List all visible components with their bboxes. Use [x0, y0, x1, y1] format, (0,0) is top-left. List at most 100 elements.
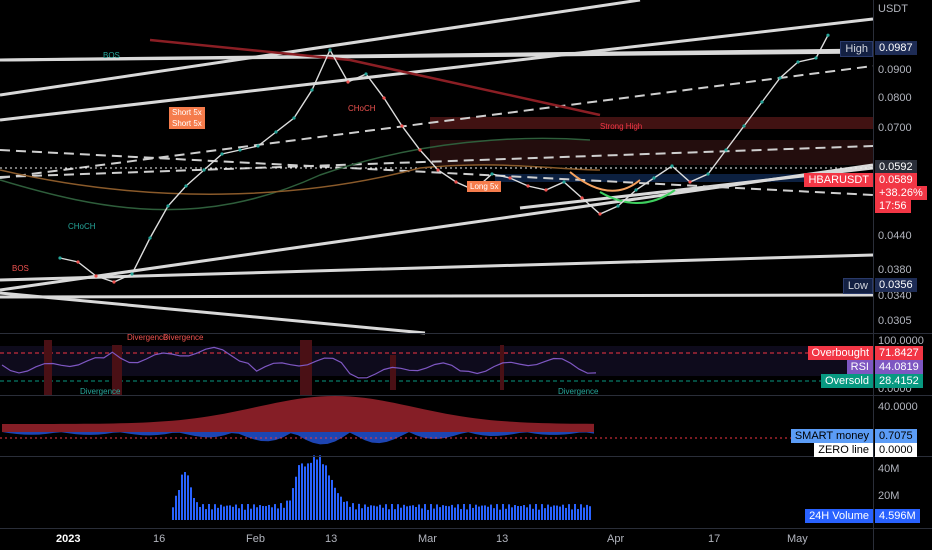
- volume-bar: [424, 504, 426, 520]
- axis-tick: 0.0800: [878, 92, 912, 104]
- time-tick: Feb: [246, 533, 265, 545]
- smart-money-value: 0.7075: [875, 429, 917, 443]
- volume-bar: [583, 507, 585, 520]
- oversold-label: Oversold: [820, 374, 873, 388]
- smart-money-area: [2, 396, 594, 432]
- price-point: [814, 56, 818, 60]
- volume-bar: [457, 504, 459, 520]
- volume-bar: [463, 504, 465, 520]
- volume-bar: [505, 508, 507, 520]
- choch-label: CHoCH: [348, 104, 376, 113]
- volume-bar: [208, 504, 210, 520]
- pane-divider[interactable]: [0, 456, 932, 457]
- volume-bar: [325, 465, 327, 520]
- pane-divider[interactable]: [0, 333, 932, 334]
- volume-bar: [400, 507, 402, 520]
- volume-bar: [541, 504, 543, 520]
- volume-bar: [493, 508, 495, 520]
- price-point: [688, 180, 692, 184]
- moving-average-line: [0, 164, 601, 195]
- dashed-trend-line: [0, 149, 874, 196]
- volume-bar: [550, 506, 552, 520]
- trend-line: [0, 0, 641, 97]
- volume-bar: [436, 504, 438, 520]
- dashed-trend-line: [0, 145, 874, 178]
- rounding-bottom-arc: [599, 189, 676, 204]
- price-point: [580, 196, 584, 200]
- price-point: [130, 272, 134, 276]
- time-tick: May: [787, 533, 808, 545]
- volume-bar: [565, 507, 567, 520]
- price-point: [634, 188, 638, 192]
- volume-bar: [250, 508, 252, 520]
- price-point: [274, 130, 278, 134]
- price-point: [778, 76, 782, 80]
- volume-bar: [367, 506, 369, 520]
- volume-axis-tick: 40M: [878, 463, 900, 475]
- price-point: [724, 148, 728, 152]
- time-tick: 13: [496, 533, 509, 545]
- low-value: 0.0356: [875, 278, 917, 292]
- volume-bar: [304, 466, 306, 520]
- volume-label: 24H Volume: [805, 509, 873, 523]
- volume-bar: [184, 472, 186, 520]
- price-axis[interactable]: [873, 0, 932, 550]
- price-point: [742, 124, 746, 128]
- axis-tick: 0.0900: [878, 64, 912, 76]
- price-pane: [0, 0, 874, 335]
- volume-bar: [418, 504, 420, 520]
- price-point: [490, 172, 494, 176]
- volume-bar: [514, 505, 516, 520]
- volume-bar: [508, 504, 510, 520]
- pane-divider[interactable]: [0, 395, 932, 396]
- divergence-label: Divergence: [80, 387, 121, 396]
- divergence-highlight: [44, 340, 52, 395]
- volume-bar: [292, 488, 294, 520]
- volume-bar: [319, 455, 321, 520]
- volume-bar: [538, 509, 540, 520]
- price-point: [292, 116, 296, 120]
- price-point: [418, 148, 422, 152]
- volume-bar: [382, 507, 384, 520]
- volume-bar: [268, 504, 270, 520]
- volume-bar: [406, 506, 408, 520]
- divergence-label: Divergence: [558, 387, 599, 396]
- volume-bar: [433, 508, 435, 520]
- volume-bar: [220, 504, 222, 520]
- moving-average-line: [0, 137, 591, 211]
- volume-bar: [235, 504, 237, 520]
- currency-label: USDT: [878, 3, 908, 15]
- volume-bar: [193, 497, 195, 520]
- volume-bar: [532, 508, 534, 520]
- bar-countdown: 17:56: [875, 199, 911, 213]
- price-point: [328, 48, 332, 52]
- price-point: [202, 168, 206, 172]
- volume-bar: [310, 462, 312, 520]
- volume-bar: [271, 507, 273, 520]
- high-value: 0.0987: [875, 41, 917, 55]
- axis-tick: 0.0305: [878, 315, 912, 327]
- volume-bar: [238, 508, 240, 520]
- rsi-axis-tick: 100.0000: [878, 335, 924, 347]
- price-point: [616, 204, 620, 208]
- price-point: [112, 280, 116, 284]
- volume-bar: [349, 506, 351, 520]
- volume-bar: [277, 508, 279, 520]
- volume-bar: [322, 464, 324, 520]
- volume-bar: [448, 506, 450, 520]
- symbol-price: 0.0589: [875, 173, 917, 187]
- volume-bar: [376, 506, 378, 520]
- price-point: [310, 88, 314, 92]
- volume-bar: [316, 459, 318, 520]
- volume-bar: [280, 503, 282, 520]
- volume-bar: [421, 508, 423, 520]
- volume-bar: [526, 507, 528, 520]
- symbol-change: +38.26%: [875, 186, 927, 200]
- bos-label: BOS: [12, 264, 29, 273]
- volume-bar: [223, 506, 225, 520]
- volume-bar: [397, 504, 399, 520]
- trend-line: [0, 293, 874, 299]
- volume-bar: [298, 465, 300, 520]
